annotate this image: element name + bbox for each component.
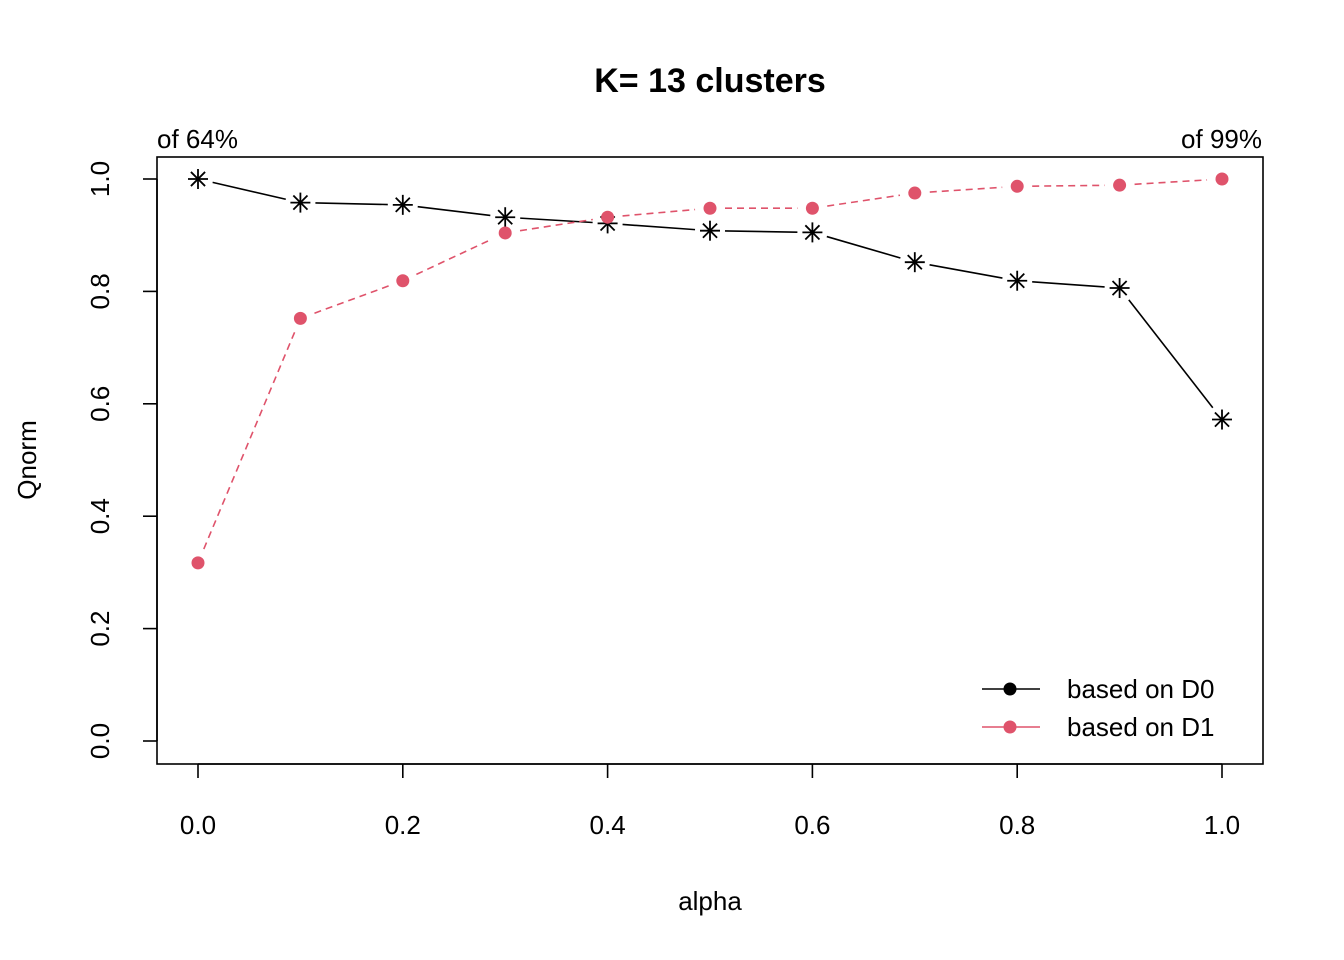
series-line-segment — [827, 194, 901, 207]
y-tick-label: 0.8 — [85, 273, 115, 309]
series-layer — [188, 169, 1232, 570]
y-tick-label: 1.0 — [85, 161, 115, 197]
x-axis: 0.0 0.2 0.4 0.6 0.8 1.0 — [180, 763, 1240, 840]
series-line-segment — [1032, 280, 1105, 288]
x-axis-label: alpha — [678, 886, 742, 916]
series-line-segment — [314, 285, 389, 314]
y-tick-label: 0.4 — [85, 498, 115, 534]
legend-label-based-on-d1: based on D1 — [1067, 712, 1214, 742]
data-point — [495, 207, 516, 228]
series-based-on-d0 — [188, 169, 1232, 430]
data-point — [191, 556, 205, 570]
series-line-segment — [1032, 184, 1105, 187]
series-line-segment — [315, 202, 388, 206]
x-tick-label: 0.6 — [794, 810, 830, 840]
series-line-segment — [416, 238, 492, 276]
series-line-segment — [212, 181, 286, 201]
legend: based on D0 based on D1 — [982, 674, 1214, 742]
data-point — [1113, 178, 1127, 192]
series-line-segment — [1134, 179, 1208, 186]
x-tick-label: 0.8 — [999, 810, 1035, 840]
annotation-top-right: of 99% — [1181, 124, 1262, 154]
series-line-segment — [929, 186, 1003, 193]
data-point — [396, 274, 410, 288]
data-point — [1212, 409, 1232, 430]
y-tick-label: 0.0 — [85, 723, 115, 759]
data-point — [703, 201, 717, 215]
data-point — [293, 311, 307, 325]
series-line-segment — [1128, 299, 1214, 409]
data-point — [392, 194, 413, 215]
series-line-segment — [519, 218, 593, 232]
y-axis-label: Qnorm — [12, 420, 42, 499]
plot-box — [156, 156, 1264, 765]
data-point — [1010, 179, 1024, 193]
data-point — [1007, 270, 1028, 291]
legend-marker-based-on-d1 — [1003, 720, 1017, 734]
legend-marker-based-on-d0 — [1003, 682, 1017, 696]
data-point — [1109, 278, 1130, 299]
annotation-top-left: of 64% — [157, 124, 238, 154]
series-line-segment — [826, 235, 901, 259]
data-point — [188, 169, 208, 189]
y-axis: 0.0 0.2 0.4 0.6 0.8 1.0 — [85, 161, 158, 759]
legend-label-based-on-d0: based on D0 — [1067, 674, 1214, 704]
y-tick-label: 0.6 — [85, 386, 115, 422]
data-point — [908, 186, 922, 200]
series-line-segment — [929, 264, 1003, 279]
x-tick-label: 0.2 — [385, 810, 421, 840]
series-line-segment — [724, 230, 798, 233]
series-line-segment — [622, 208, 696, 217]
data-point — [601, 210, 615, 224]
data-point — [805, 201, 819, 215]
data-point — [498, 226, 512, 240]
series-line-segment — [622, 223, 696, 231]
data-point — [700, 220, 720, 241]
series-line-segment — [203, 331, 296, 550]
x-tick-label: 1.0 — [1204, 810, 1240, 840]
series-line-segment — [417, 205, 491, 217]
series-based-on-d1 — [191, 172, 1229, 570]
chart-title: K= 13 clusters — [594, 62, 826, 100]
data-point — [904, 252, 925, 273]
y-tick-label: 0.2 — [85, 611, 115, 647]
x-tick-label: 0.0 — [180, 810, 216, 840]
data-point — [1215, 172, 1229, 186]
x-tick-label: 0.4 — [590, 810, 626, 840]
data-point — [802, 222, 823, 243]
data-point — [290, 192, 311, 213]
